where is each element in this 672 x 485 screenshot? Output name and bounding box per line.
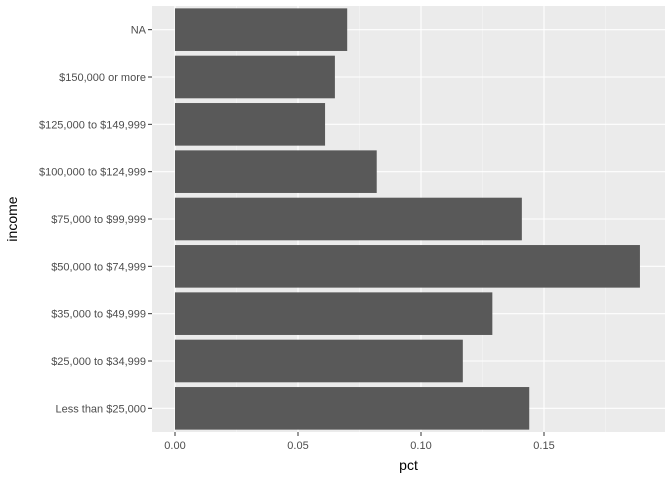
y-axis-title: income [4,196,20,241]
y-tick-label: $75,000 to $99,999 [51,214,146,226]
bars-group [175,8,640,430]
bar [175,197,522,241]
y-tick-label: $25,000 to $34,999 [51,356,146,368]
x-axis-title: pct [399,457,418,473]
y-axis: Less than $25,000 $25,000 to $34,999 $35,0… [39,25,152,415]
bar [175,387,530,430]
y-tick-label: $50,000 to $74,999 [51,261,146,273]
x-tick-label: 0.10 [410,440,431,452]
y-tick-label: $100,000 to $124,999 [39,167,146,179]
x-tick-label: 0.15 [533,440,554,452]
bar [175,103,326,146]
x-tick-label: 0.05 [287,440,308,452]
x-axis: 0.00 0.05 0.10 0.15 [164,432,555,452]
bar [175,339,463,383]
bar [175,150,377,193]
y-tick-label: $150,000 or more [59,72,146,84]
bar [175,55,335,99]
bar [175,245,640,288]
bar [175,292,493,335]
y-tick-label: $125,000 to $149,999 [39,119,146,131]
bar [175,8,348,51]
y-tick-label: Less than $25,000 [55,403,146,415]
y-tick-label: NA [131,25,147,37]
y-tick-label: $35,000 to $49,999 [51,309,146,321]
x-tick-label: 0.00 [164,440,185,452]
